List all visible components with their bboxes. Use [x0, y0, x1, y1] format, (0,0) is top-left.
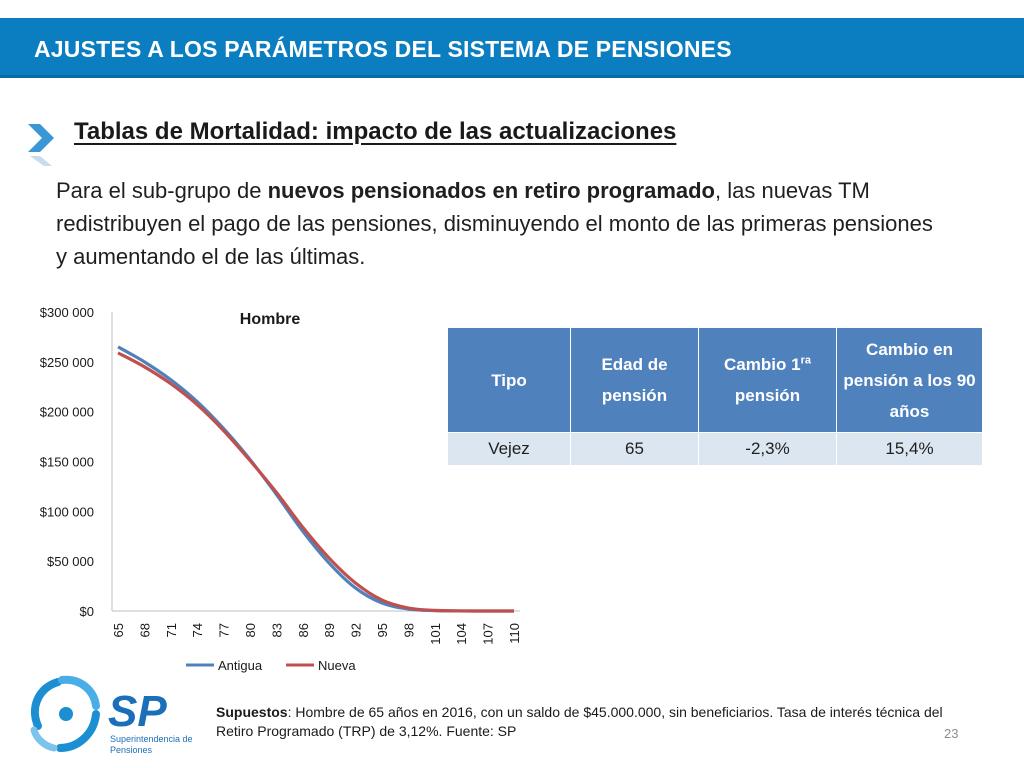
body-paragraph: Para el sub-grupo de nuevos pensionados …	[56, 174, 936, 273]
x-tick-label: 89	[322, 623, 337, 637]
paragraph-part-2: , las nuevas TM redistribuyen el pago de…	[56, 178, 933, 269]
legend-label-antigua: Antigua	[218, 658, 263, 673]
page-number: 23	[944, 726, 959, 741]
x-tick-label: 98	[401, 623, 416, 637]
header-cambio-tail: pensión	[734, 386, 801, 405]
sp-logo: SP Superintendencia de Pensiones	[30, 675, 193, 755]
x-tick-label: 71	[164, 623, 179, 637]
paragraph-bold: nuevos pensionados en retiro programado	[267, 178, 715, 203]
y-tick-label: $150 000	[40, 455, 94, 470]
logo-abbr: SP	[108, 687, 167, 736]
x-tick-label: 83	[269, 623, 284, 637]
pension-line-chart: $0 $50 000 $100 000 $150 000 $200 000 $250 00…	[40, 305, 522, 673]
x-tick-label: 92	[349, 623, 364, 637]
y-tick-label: $250 000	[40, 355, 94, 370]
cell-cambio-90: 15,4%	[836, 432, 983, 466]
header-edad: Edad de pensión	[570, 327, 699, 433]
x-tick-label: 80	[243, 623, 258, 637]
slide-title: AJUSTES A LOS PARÁMETROS DEL SISTEMA DE …	[34, 36, 732, 62]
x-tick-label: 65	[111, 623, 126, 637]
logo-line1: Superintendencia de	[110, 734, 193, 744]
x-tick-label: 110	[507, 623, 522, 644]
paragraph-part-1: Para el sub-grupo de	[56, 178, 268, 203]
people-ring-icon	[30, 675, 100, 752]
x-tick-label: 74	[190, 623, 205, 637]
chart-title: Hombre	[240, 311, 301, 328]
logo-line2: Pensiones	[110, 745, 153, 755]
section-subtitle: Tablas de Mortalidad: impacto de las act…	[74, 118, 677, 145]
cell-tipo: Vejez	[447, 432, 571, 466]
y-tick-label: $200 000	[40, 405, 94, 420]
table-header-row: Tipo Edad de pensión Cambio 1ra pensión C…	[447, 327, 983, 433]
y-tick-label: $100 000	[40, 504, 94, 519]
series-line-nueva	[117, 351, 515, 613]
x-tick-label: 101	[428, 623, 443, 645]
header-cambio-primera: Cambio 1ra pensión	[698, 327, 837, 433]
chevron-bullet-icon	[28, 124, 54, 166]
impact-table: Tipo Edad de pensión Cambio 1ra pensión C…	[447, 327, 983, 466]
header-cambio-main: Cambio 1	[724, 355, 801, 374]
x-tick-label: 68	[137, 623, 152, 637]
header-cambio-sup: ra	[800, 354, 811, 367]
header-cambio-90: Cambio en pensión a los 90 años	[836, 327, 983, 433]
x-tick-label: 104	[454, 623, 469, 645]
cell-cambio-primera: -2,3%	[698, 432, 837, 466]
header-tipo: Tipo	[447, 327, 571, 433]
title-bar: AJUSTES A LOS PARÁMETROS DEL SISTEMA DE …	[0, 18, 1024, 78]
y-tick-label: $0	[80, 604, 94, 619]
footnote-label: Supuestos	[216, 704, 288, 720]
footnote: Supuestos: Hombre de 65 años en 2016, co…	[216, 703, 946, 741]
cell-edad: 65	[570, 432, 699, 466]
y-tick-label: $50 000	[47, 554, 94, 569]
x-tick-label: 95	[375, 623, 390, 637]
table-row: Vejez 65 -2,3% 15,4%	[447, 432, 983, 466]
x-tick-label: 107	[481, 623, 496, 645]
x-tick-label: 86	[296, 623, 311, 637]
x-tick-label: 77	[217, 623, 232, 637]
footnote-text: : Hombre de 65 años en 2016, con un sald…	[216, 704, 943, 739]
y-tick-label: $300 000	[40, 305, 94, 320]
legend-label-nueva: Nueva	[318, 658, 356, 673]
